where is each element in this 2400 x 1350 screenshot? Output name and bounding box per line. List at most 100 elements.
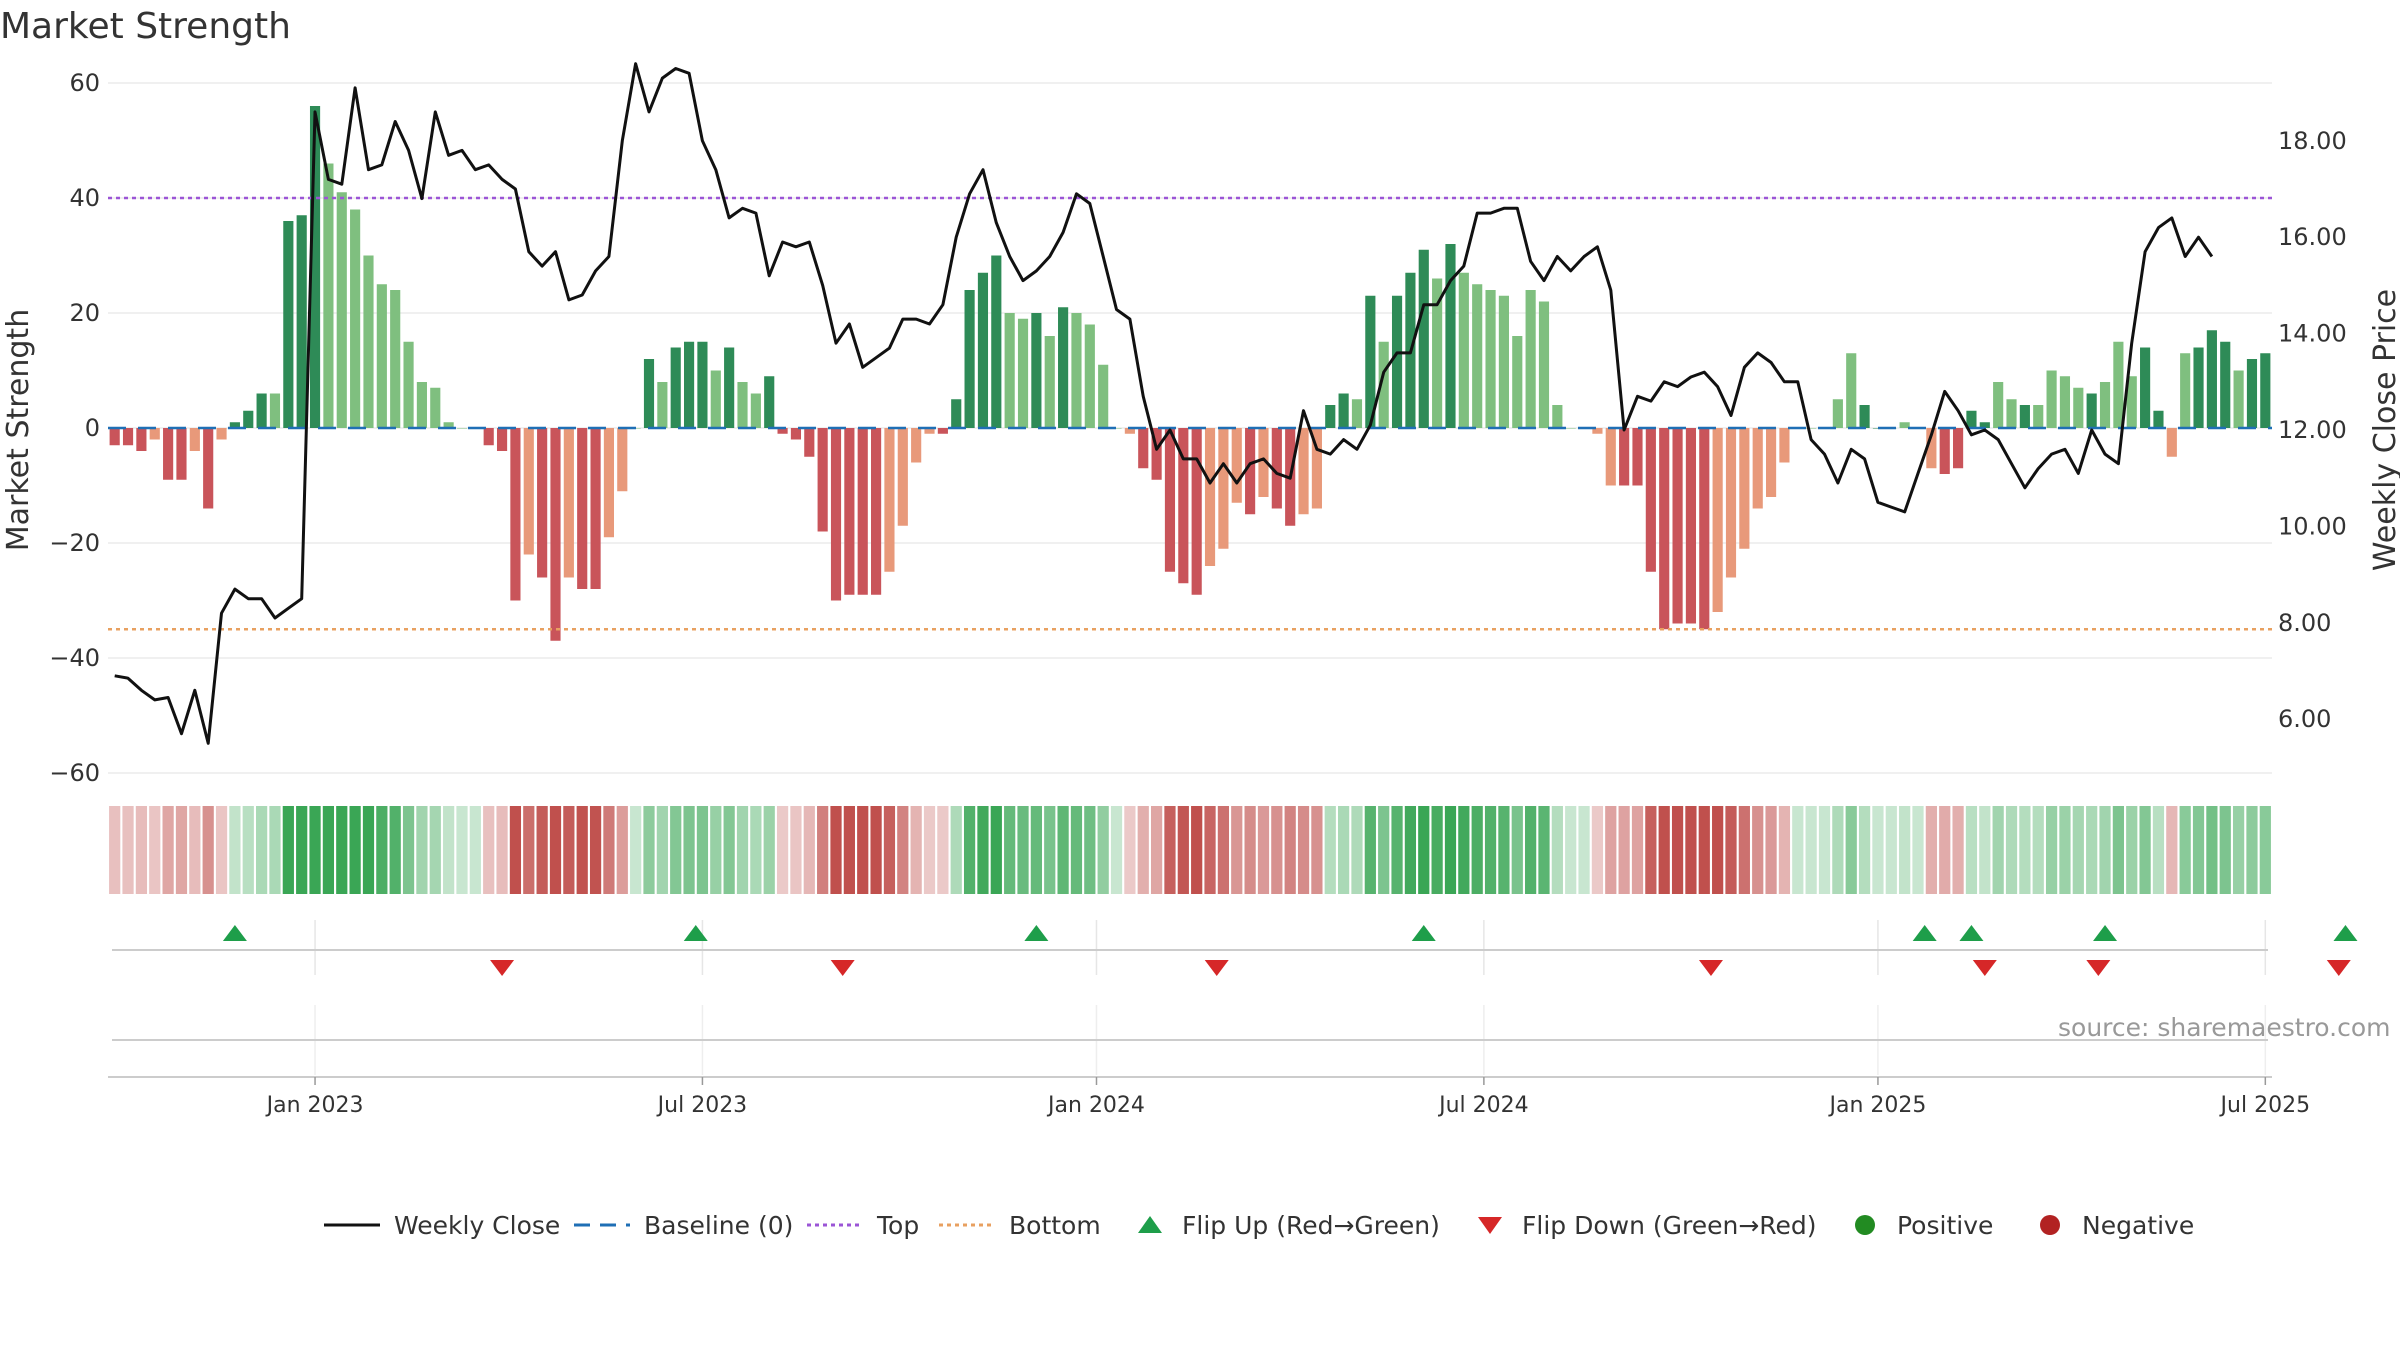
heat-cell bbox=[2019, 806, 2031, 894]
heat-cell bbox=[2005, 806, 2018, 894]
strength-bar bbox=[1432, 278, 1443, 428]
strength-bar bbox=[2019, 405, 2030, 428]
heat-cell bbox=[1792, 806, 1804, 894]
heat-cell bbox=[1110, 806, 1123, 894]
y2-tick-label: 14.00 bbox=[2278, 320, 2347, 348]
strength-bar bbox=[1325, 405, 1336, 428]
strength-bar bbox=[603, 428, 615, 538]
heat-cell bbox=[830, 806, 842, 894]
strength-bar bbox=[1899, 422, 1910, 428]
heat-cell bbox=[1992, 806, 2004, 894]
heat-cell bbox=[362, 806, 375, 894]
heat-cell bbox=[803, 806, 815, 894]
chart-title: Market Strength bbox=[0, 6, 291, 47]
legend-item-weekly-close: Weekly Close bbox=[322, 1205, 560, 1245]
legend-label: Bottom bbox=[1009, 1210, 1101, 1240]
strength-bar bbox=[563, 428, 574, 578]
heat-cell bbox=[429, 806, 441, 894]
legend-item-negative: Negative bbox=[2030, 1205, 2194, 1245]
strength-bar bbox=[189, 428, 200, 451]
heat-cell bbox=[1952, 806, 1964, 894]
heat-cell bbox=[1150, 806, 1163, 894]
strength-bar bbox=[1191, 428, 1202, 595]
heat-cell bbox=[122, 806, 134, 894]
strength-bar bbox=[1445, 244, 1456, 428]
heat-strip bbox=[109, 806, 2271, 894]
strength-bar bbox=[790, 428, 802, 440]
heat-cell bbox=[1404, 806, 1417, 894]
legend-label: Baseline (0) bbox=[644, 1210, 794, 1240]
flip-up-marker bbox=[683, 925, 708, 941]
y2-axis-label: Weekly Close Price bbox=[2368, 289, 2400, 571]
legend-item-flip-down: Flip Down (Green→Red) bbox=[1470, 1205, 1817, 1245]
strength-bar bbox=[1645, 428, 1656, 572]
heat-cell bbox=[1712, 806, 1724, 894]
heat-cell bbox=[1191, 806, 1203, 894]
heat-cell bbox=[1044, 806, 1056, 894]
source-note: source: sharemaestro.com bbox=[2058, 1013, 2391, 1042]
heat-cell bbox=[2152, 806, 2165, 894]
heat-cell bbox=[630, 806, 642, 894]
heat-cell bbox=[1752, 806, 1764, 894]
strength-bar bbox=[1472, 284, 1483, 428]
heat-cell bbox=[1578, 806, 1590, 894]
strength-bar bbox=[804, 428, 815, 457]
heat-cell bbox=[1364, 806, 1376, 894]
strength-bar bbox=[1298, 428, 1309, 515]
solid-line-icon bbox=[324, 1223, 380, 1227]
legend-item-bottom: Bottom bbox=[937, 1205, 1101, 1245]
heat-cell bbox=[1591, 806, 1604, 894]
strength-bar bbox=[2099, 382, 2111, 428]
heat-cell bbox=[2112, 806, 2124, 894]
heat-cell bbox=[1925, 806, 1937, 894]
strength-bar bbox=[550, 428, 561, 641]
heat-cell bbox=[202, 806, 214, 894]
heat-cell bbox=[1565, 806, 1577, 894]
heat-cell bbox=[736, 806, 749, 894]
legend-label: Weekly Close bbox=[394, 1210, 561, 1240]
strength-bar bbox=[1044, 336, 1055, 428]
triangle-up-icon bbox=[1138, 1216, 1162, 1233]
x-tick-label: Jul 2025 bbox=[2219, 1093, 2311, 1118]
strength-bar bbox=[1245, 428, 1256, 515]
strength-bar bbox=[2260, 353, 2271, 428]
strength-bar bbox=[1752, 428, 1763, 509]
strength-bar bbox=[737, 382, 748, 428]
strength-bar bbox=[1846, 353, 1857, 428]
heat-cell bbox=[509, 806, 522, 894]
heat-cell bbox=[2219, 806, 2231, 894]
weekly-close-line-path bbox=[114, 62, 2214, 745]
heat-cell bbox=[2072, 806, 2084, 894]
flip-down-marker bbox=[490, 960, 515, 976]
heat-cell bbox=[1618, 806, 1630, 894]
heat-cell bbox=[1458, 806, 1470, 894]
strength-bar bbox=[1271, 428, 1282, 509]
heat-cell bbox=[750, 806, 762, 894]
heat-cell bbox=[563, 806, 575, 894]
axis-ticks: 60 40 20 0 −20 −40 −60 18.00 16.00 14.00 12.00 10.0… bbox=[49, 69, 2346, 1118]
heat-cell bbox=[242, 806, 254, 894]
heat-cell bbox=[1605, 806, 1617, 894]
flip-markers bbox=[222, 925, 2358, 976]
strength-bar bbox=[1017, 318, 1029, 428]
y2-tick-label: 16.00 bbox=[2278, 223, 2347, 251]
heat-cell bbox=[1685, 806, 1697, 894]
heat-cell bbox=[910, 806, 922, 894]
heat-cell bbox=[536, 806, 548, 894]
flip-up-marker bbox=[1959, 925, 1984, 941]
strength-bar bbox=[1926, 428, 1937, 469]
y-tick-label: 0 bbox=[85, 414, 100, 442]
y2-tick-label: 18.00 bbox=[2278, 127, 2347, 155]
heat-cell bbox=[1979, 806, 1991, 894]
heat-cell bbox=[576, 806, 588, 894]
strength-bar bbox=[336, 192, 347, 428]
strength-bar bbox=[1685, 428, 1697, 624]
legend-label: Flip Down (Green→Red) bbox=[1522, 1210, 1817, 1240]
strength-bar bbox=[1699, 428, 1710, 630]
flip-down-marker bbox=[2086, 960, 2111, 976]
legend-item-baseline: Baseline (0) bbox=[572, 1205, 793, 1245]
heat-cell bbox=[1899, 806, 1911, 894]
heat-cell bbox=[1084, 806, 1096, 894]
heat-cell bbox=[1471, 806, 1483, 894]
legend-label: Positive bbox=[1897, 1210, 1994, 1240]
